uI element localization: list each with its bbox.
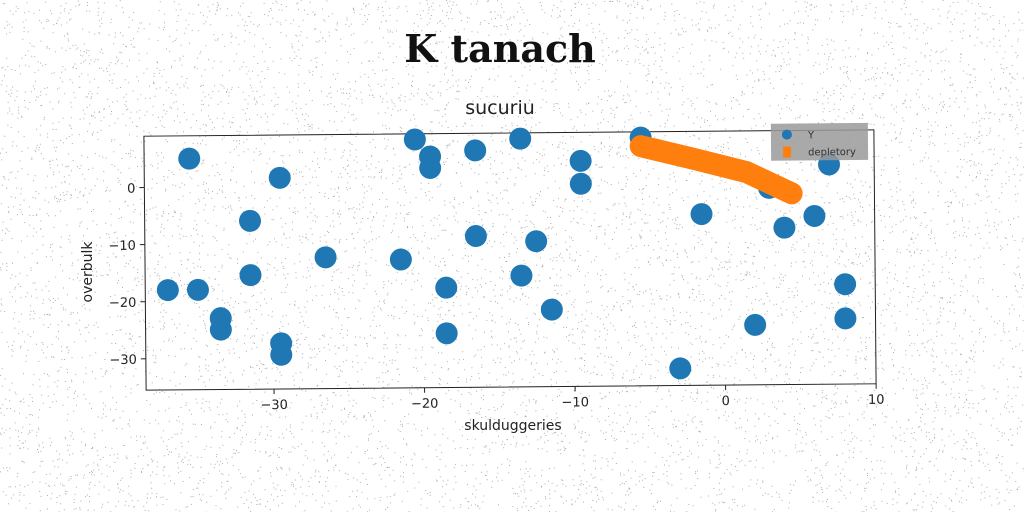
scatter-point [803, 204, 826, 227]
scatter-point [156, 279, 179, 302]
legend-label: Y [807, 130, 815, 141]
scatter-point [834, 307, 857, 330]
scatter-point [239, 209, 262, 232]
y-axis-label: overbulk [80, 241, 96, 303]
legend-marker [783, 146, 792, 158]
scatter-point [435, 276, 458, 299]
legend-label: depletory [808, 147, 856, 158]
scatter-point [239, 264, 262, 287]
x-tick-label: −20 [411, 397, 439, 412]
chart-title: sucuriu [465, 97, 535, 119]
scatter-point [314, 246, 337, 269]
y-tick-label: −20 [109, 296, 137, 311]
scatter-point [268, 166, 291, 189]
scatter-point [178, 147, 201, 170]
trend-line [629, 135, 803, 205]
scatter-point [540, 298, 563, 321]
page-title: K tanach [404, 26, 596, 71]
scatter-point [525, 230, 548, 253]
scatter-point [389, 248, 412, 271]
scatter-point [690, 203, 713, 226]
x-tick-label: 10 [868, 393, 885, 408]
scatter-point [464, 139, 487, 162]
scatter-point [186, 278, 209, 301]
y-tick-label: 0 [127, 182, 135, 197]
x-tick-label: 0 [722, 394, 730, 409]
scatter-point [209, 318, 232, 341]
scatter-point [270, 343, 293, 366]
scatter-point [464, 225, 487, 248]
scatter-point [669, 357, 692, 380]
scatter-point [403, 128, 426, 151]
plot-frame [143, 129, 877, 391]
scatter-point [509, 127, 532, 150]
scatter-point [834, 273, 857, 296]
x-axis-label: skulduggeries [464, 418, 561, 434]
y-tick-label: −10 [108, 239, 136, 254]
y-tick-label: −30 [109, 353, 137, 368]
scatter-point [419, 156, 442, 179]
legend-box [770, 122, 869, 161]
x-tick-label: −30 [260, 398, 288, 413]
x-tick-label: −10 [561, 395, 589, 410]
legend-marker [781, 129, 792, 140]
scatter-point [569, 172, 592, 195]
scatter-point [773, 216, 796, 239]
scatter-point [744, 313, 767, 336]
scatter-point [435, 322, 458, 345]
scatter-point [510, 264, 533, 287]
scatter-point [569, 149, 592, 172]
